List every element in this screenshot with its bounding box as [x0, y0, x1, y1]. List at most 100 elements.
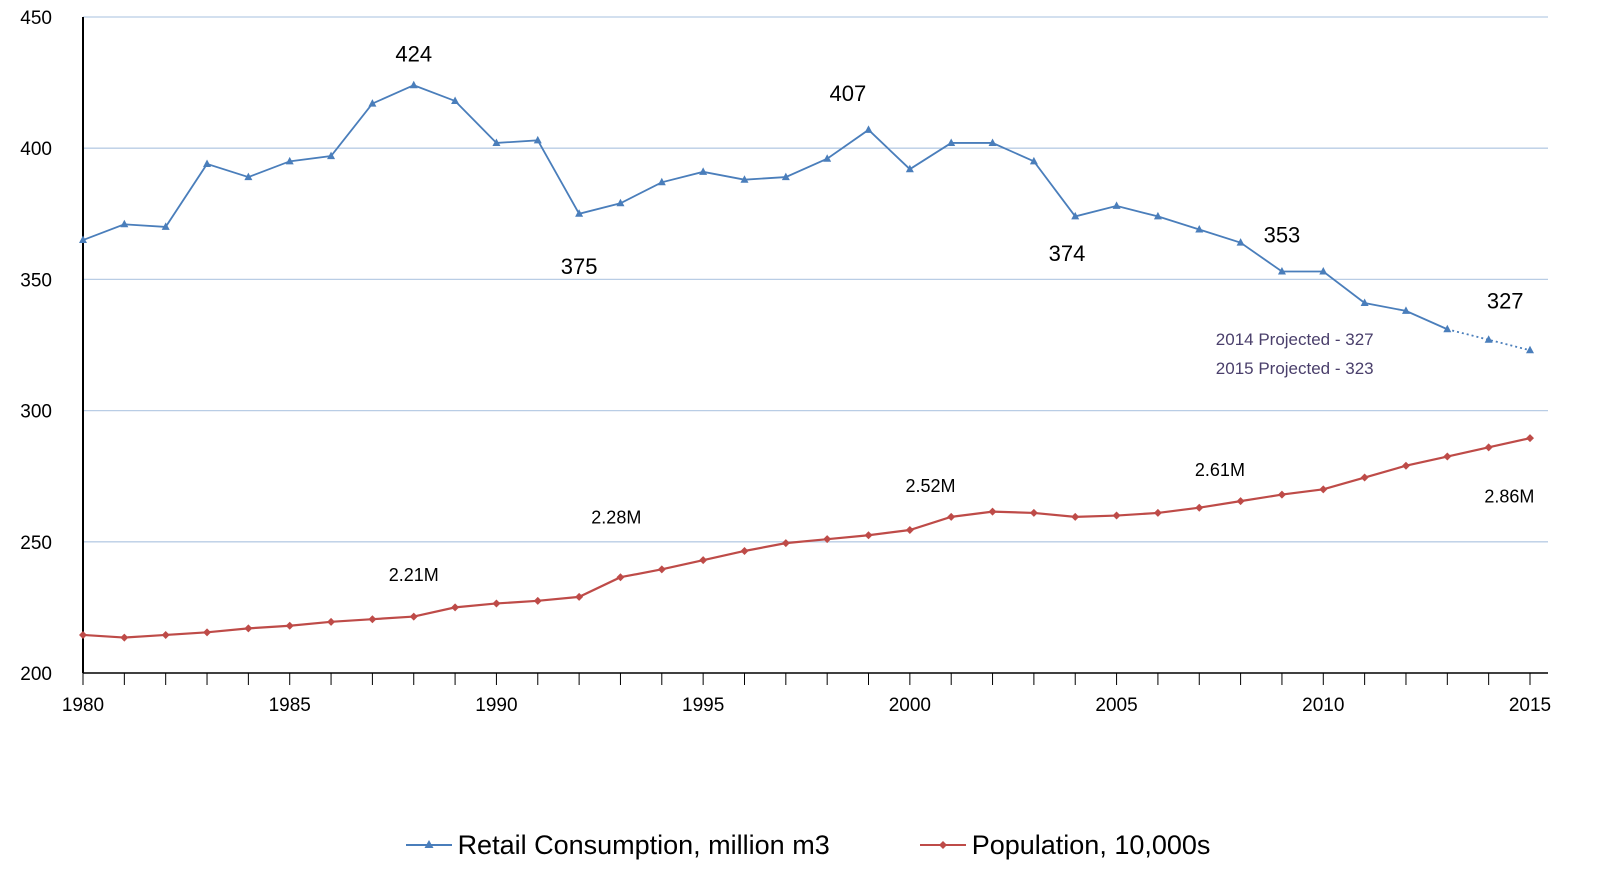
data-point-1-2002: [988, 507, 997, 516]
annotation-retail-1: 407: [829, 81, 866, 106]
data-point-1-1995: [699, 556, 708, 565]
series-lines: [82, 84, 1531, 639]
data-point-0-1999: [864, 125, 873, 133]
data-point-0-1991: [533, 135, 542, 144]
series-line-projected-0: [1447, 328, 1531, 352]
y-axis-ticks: 200 250 300 350 400 450: [20, 8, 52, 685]
data-point-1-1990: [492, 599, 501, 608]
data-point-0-1982: [161, 222, 170, 230]
legend-swatch-population: [919, 841, 966, 849]
annotation-retail-3: 374: [1049, 241, 1086, 266]
data-point-1-1998: [823, 535, 832, 544]
annotation-population-1: 2.28M: [591, 507, 641, 527]
y-tick-label-300: 300: [20, 402, 52, 423]
annotation-population-4: 2.86M: [1484, 486, 1534, 506]
data-point-0-1990: [492, 138, 501, 146]
data-point-0-2000: [905, 164, 914, 173]
data-point-1-2013: [1443, 452, 1452, 461]
x-axis-ticks: 1980 1985 1990 1995 2000 2005 2010 2015: [62, 673, 1551, 716]
data-point-0-2010: [1319, 267, 1328, 275]
data-point-0-2004: [1071, 211, 1080, 220]
data-point-0-1998: [823, 154, 832, 162]
x-tick-label-2005: 2005: [1095, 695, 1137, 716]
data-point-1-2006: [1153, 508, 1162, 517]
data-point-1-1992: [575, 592, 584, 601]
y-tick-label-200: 200: [20, 664, 52, 685]
data-point-1-1982: [161, 630, 170, 639]
data-point-1-2010: [1319, 485, 1328, 494]
x-tick-label-2000: 2000: [889, 695, 931, 716]
legend-swatch-retail: [405, 840, 452, 848]
y-tick-label-400: 400: [20, 139, 52, 160]
x-tick-label-2010: 2010: [1302, 695, 1344, 716]
legend-item-population[interactable]: Population, 10,000s: [919, 829, 1211, 861]
data-point-0-2012: [1401, 306, 1410, 314]
data-point-1-1983: [203, 628, 212, 637]
data-point-1-2008: [1236, 497, 1245, 506]
y-tick-label-250: 250: [20, 533, 52, 554]
data-point-0-1996: [740, 175, 749, 183]
data-point-1-1989: [451, 603, 460, 612]
x-tick-label-1985: 1985: [269, 695, 311, 716]
data-point-0-1997: [781, 172, 790, 181]
data-point-0-1983: [203, 159, 212, 167]
data-point-0-1980: [79, 235, 87, 244]
data-point-1-1988: [409, 612, 418, 621]
data-point-1-2011: [1360, 473, 1369, 482]
data-point-1-1997: [781, 539, 790, 548]
data-point-1-1994: [657, 565, 666, 574]
data-point-1-1991: [533, 596, 542, 605]
legend-label-retail: Retail Consumption, million m3: [457, 829, 830, 860]
projection-note-1: 2015 Projected - 323: [1216, 359, 1374, 378]
y-tick-label-350: 350: [20, 270, 52, 291]
data-point-0-2005: [1112, 201, 1121, 209]
data-point-1-2012: [1401, 461, 1410, 470]
series-markers: [79, 80, 1534, 642]
series-line-1: [82, 437, 1531, 639]
series-line-0: [82, 84, 1448, 331]
data-point-0-1995: [699, 167, 708, 175]
data-point-0-1981: [120, 219, 129, 228]
data-point-1-1984: [244, 624, 253, 633]
data-point-1-1999: [864, 531, 873, 540]
annotation-population-0: 2.21M: [389, 565, 439, 585]
data-point-0-2011: [1360, 298, 1369, 307]
gridlines: [83, 16, 1548, 543]
data-point-0-2015: [1526, 345, 1534, 354]
data-point-0-1988: [409, 80, 418, 89]
data-point-1-2007: [1195, 503, 1204, 512]
axes: [82, 17, 1548, 674]
data-point-1-2001: [947, 512, 956, 521]
data-point-0-2003: [1029, 156, 1038, 165]
data-point-1-2009: [1277, 490, 1286, 499]
annotation-population-2: 2.52M: [906, 476, 956, 496]
data-point-0-1986: [327, 151, 336, 160]
data-point-0-2013: [1443, 324, 1452, 333]
projection-note-0: 2014 Projected - 327: [1216, 330, 1374, 349]
annotation-retail-0: 424: [395, 42, 432, 67]
x-tick-label-1995: 1995: [682, 695, 724, 716]
data-point-1-1986: [327, 617, 336, 626]
x-tick-label-1980: 1980: [62, 695, 104, 716]
data-point-0-1992: [575, 209, 584, 217]
annotation-retail-4: 353: [1264, 223, 1301, 248]
legend-item-retail[interactable]: Retail Consumption, million m3: [405, 829, 830, 861]
annotation-retail-2: 375: [561, 254, 598, 279]
x-tick-label-1990: 1990: [475, 695, 517, 716]
data-point-1-2005: [1112, 511, 1121, 520]
data-point-0-1984: [244, 172, 253, 181]
data-point-0-1989: [451, 96, 460, 104]
data-point-1-1981: [120, 633, 129, 642]
data-point-0-2007: [1195, 225, 1204, 233]
data-point-0-2001: [947, 138, 956, 146]
data-point-0-1985: [285, 156, 294, 165]
data-point-0-2002: [988, 138, 997, 146]
annotation-population-3: 2.61M: [1195, 460, 1245, 480]
data-point-0-1994: [657, 177, 666, 186]
data-point-0-2006: [1153, 211, 1162, 220]
data-point-1-2003: [1029, 508, 1038, 517]
legend: Retail Consumption, million m3 Populatio…: [0, 820, 1616, 870]
data-point-1-1985: [285, 621, 294, 630]
legend-label-population: Population, 10,000s: [971, 829, 1211, 860]
